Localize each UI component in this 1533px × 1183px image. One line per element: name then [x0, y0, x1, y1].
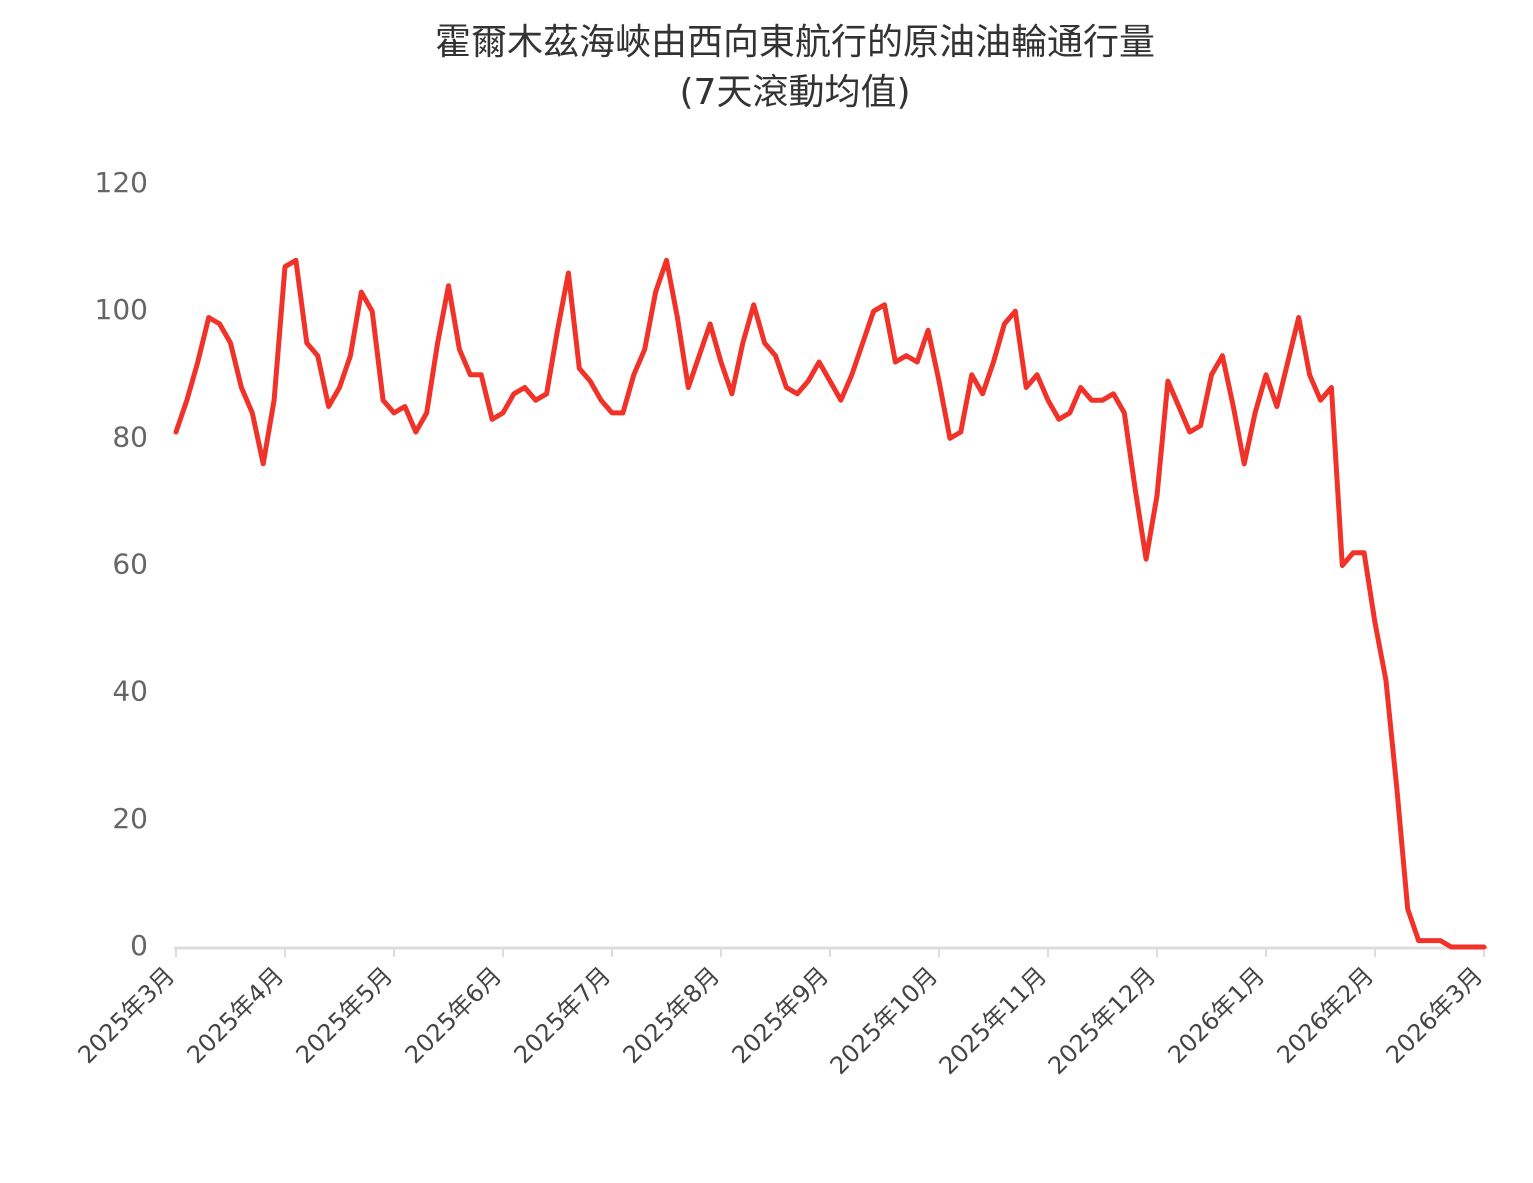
x-tick-label: 2026年3月 — [1381, 961, 1489, 1069]
y-tick-label: 100 — [95, 293, 148, 326]
x-tick-label: 2025年9月 — [727, 961, 835, 1069]
y-tick-label: 40 — [112, 675, 148, 708]
x-tick-label: 2025年12月 — [1043, 961, 1162, 1080]
x-tick-label: 2025年11月 — [934, 961, 1053, 1080]
chart-subtitle: (7天滾動均值) — [680, 72, 911, 113]
x-tick-label: 2025年10月 — [825, 961, 944, 1080]
x-tick-label: 2026年2月 — [1272, 961, 1380, 1069]
y-tick-label: 60 — [112, 548, 148, 581]
y-tick-label: 120 — [95, 166, 148, 199]
y-tick-label: 20 — [112, 802, 148, 835]
y-tick-label: 0 — [130, 929, 148, 962]
x-tick-label: 2025年6月 — [400, 961, 508, 1069]
x-tick-label: 2025年8月 — [618, 961, 726, 1069]
line — [173, 257, 1487, 950]
x-tick-label: 2025年4月 — [182, 961, 290, 1069]
x-tick-label: 2025年7月 — [509, 961, 617, 1069]
chart-title: 霍爾木茲海峽由西向東航行的原油油輪通行量 — [435, 22, 1155, 63]
x-tick-label: 2026年1月 — [1163, 961, 1271, 1069]
x-tick-label: 2025年3月 — [73, 961, 181, 1069]
x-tick-label: 2025年5月 — [291, 961, 399, 1069]
y-tick-label: 80 — [112, 420, 148, 453]
